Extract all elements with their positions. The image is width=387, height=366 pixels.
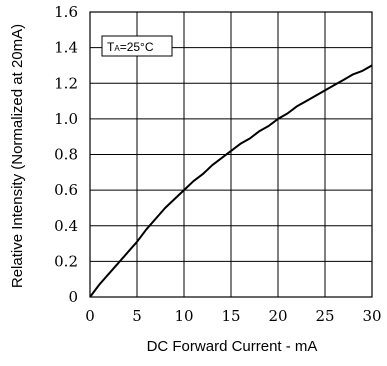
x-tick-label: 30 bbox=[362, 307, 381, 325]
x-tick-label: 15 bbox=[221, 307, 240, 325]
y-tick-label: 0 bbox=[68, 288, 78, 306]
x-axis-label: DC Forward Current - mA bbox=[147, 338, 318, 355]
x-tick-label: 10 bbox=[174, 307, 193, 325]
x-tick-label: 25 bbox=[315, 307, 334, 325]
x-tick-label: 0 bbox=[85, 307, 95, 325]
plot-frame bbox=[89, 11, 373, 298]
series-line bbox=[89, 64, 373, 298]
y-tick-label: 0.6 bbox=[54, 181, 78, 199]
x-tick-label: 5 bbox=[132, 307, 142, 325]
y-tick-label: 0.4 bbox=[54, 217, 78, 235]
x-tick-labels: 0 5 10 15 20 25 30 bbox=[85, 307, 381, 325]
y-tick-label: 1.6 bbox=[54, 3, 78, 21]
y-tick-label: 1.0 bbox=[54, 110, 78, 128]
y-tick-label: 1.4 bbox=[54, 39, 78, 57]
y-tick-label: 1.2 bbox=[54, 74, 78, 92]
y-tick-label: 0.8 bbox=[54, 146, 78, 164]
x-tick-label: 20 bbox=[268, 307, 287, 325]
annotation-label: TA=25°C bbox=[107, 40, 154, 54]
annotation-box: TA=25°C bbox=[101, 35, 173, 57]
y-tick-labels: 0 0.2 0.4 0.6 0.8 1.0 1.2 1.4 1.6 bbox=[54, 3, 78, 306]
series-layer bbox=[89, 64, 373, 298]
y-axis-label: Relative Intensity (Normalized at 20mA) bbox=[9, 24, 26, 288]
y-tick-label: 0.2 bbox=[54, 252, 78, 270]
